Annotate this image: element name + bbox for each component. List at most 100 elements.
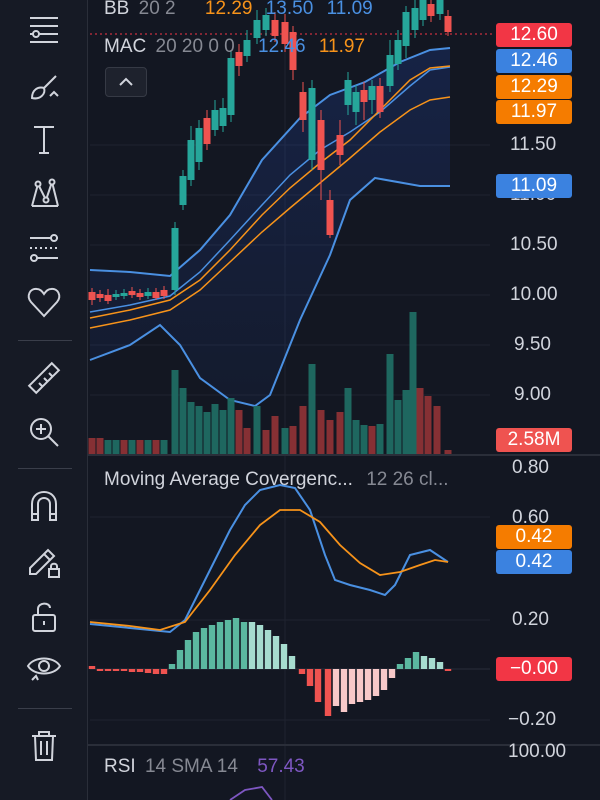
candle-body [289, 32, 297, 70]
candle-body [427, 4, 435, 16]
crosshair-lines-tool[interactable] [18, 2, 70, 54]
candle-body [195, 128, 203, 162]
volume-bar [104, 440, 112, 455]
candle-body [376, 86, 384, 112]
macd-histogram-bar [248, 622, 256, 669]
volume-bar [409, 312, 417, 455]
volume-bar [219, 410, 227, 455]
volume-bar [386, 354, 394, 455]
volume-bar [289, 426, 297, 455]
eye-icon [26, 657, 62, 681]
macd-histogram-bar [112, 669, 120, 671]
macd-histogram-bar [184, 640, 192, 669]
candle-body [419, 0, 427, 20]
macd-histogram-bar [444, 669, 452, 671]
bb-legend-value: 13.50 [265, 0, 314, 19]
candle-body [104, 295, 112, 301]
mac-upper-tag[interactable]: 12.46 [496, 49, 572, 73]
unlock-icon [32, 602, 56, 632]
volume-bar [281, 428, 289, 455]
macd-histogram-bar [314, 669, 322, 702]
macd-histogram-bar [332, 669, 340, 706]
macd-histogram-bar [144, 669, 152, 673]
last-price-tag[interactable]: 12.60 [496, 23, 572, 47]
candle-body [120, 293, 128, 296]
macd-histogram-bar [306, 669, 314, 686]
collapse-legend-button[interactable] [105, 67, 147, 97]
macd-legend[interactable]: Moving Average Covergenc... 12 26 cl... [104, 469, 449, 491]
bb-basis-tag[interactable]: 12.29 [496, 75, 572, 99]
macd-histogram-bar [176, 650, 184, 669]
zoom-tool[interactable] [18, 406, 70, 458]
rsi-tick: 100.00 [508, 741, 567, 762]
macd-legend-params: 12 26 cl... [366, 469, 449, 490]
macd-histogram-bar [364, 669, 372, 700]
pattern-tool[interactable] [18, 168, 70, 220]
macd-histogram-bar [404, 658, 412, 669]
favorites-tool[interactable] [18, 276, 70, 328]
volume-bar [195, 406, 203, 455]
bb-legend[interactable]: BB 20 2 12.29 13.50 11.09 [104, 0, 373, 20]
price-tick: 10.50 [510, 234, 558, 255]
macd-value-tag[interactable]: 0.42 [496, 550, 572, 574]
volume-bar [360, 425, 368, 455]
candle-body [144, 292, 152, 296]
macd-histogram-bar [224, 620, 232, 669]
fib-tool[interactable] [18, 222, 70, 274]
delete-tool[interactable] [18, 720, 70, 772]
candle-body [187, 140, 195, 180]
candle-body [386, 55, 394, 86]
lock-tool[interactable] [18, 590, 70, 642]
bb-legend-name: BB [104, 0, 130, 19]
candle-body [96, 294, 104, 298]
volume-bar [416, 388, 424, 455]
text-tool[interactable] [18, 113, 70, 165]
brush-icon [30, 75, 59, 100]
candle-body [326, 200, 334, 235]
volume-bar [235, 410, 243, 455]
hide-tool[interactable] [18, 640, 70, 692]
volume-bars [88, 312, 452, 455]
volume-bar [171, 370, 179, 455]
measure-tool[interactable] [18, 352, 70, 404]
candle-body [308, 88, 316, 160]
macd-histogram-bar [396, 664, 404, 669]
volume-bar [376, 424, 384, 455]
macd-signal-tag[interactable]: 0.42 [496, 525, 572, 549]
candle-body [394, 40, 402, 64]
bb-legend-params: 20 2 [138, 0, 176, 19]
volume-bar [179, 388, 187, 455]
magnet-tool[interactable] [18, 480, 70, 532]
mac-legend[interactable]: MAC 20 20 0 0 12.46 11.97 [104, 36, 365, 58]
volume-bar [112, 440, 120, 455]
macd-histogram-bar [420, 656, 428, 669]
volume-bar [128, 440, 136, 455]
mac-lower-line [89, 96, 451, 329]
macd-histogram-bar [348, 669, 356, 704]
toolbar-divider [18, 468, 72, 469]
volume-bar [352, 420, 360, 455]
trash-icon [32, 731, 56, 761]
macd-histogram-bar [192, 632, 200, 669]
volume-tag[interactable]: 2.58M [496, 428, 572, 452]
volume-bar [136, 440, 144, 455]
macd-histogram-bar [412, 652, 420, 669]
candle-body [179, 176, 187, 205]
volume-bar [253, 406, 261, 455]
candle-body [281, 22, 289, 44]
macd-histogram-bar [272, 636, 280, 669]
rsi-legend[interactable]: RSI 14 SMA 14 57.43 [104, 756, 305, 778]
candle-body [235, 52, 243, 66]
macd-histogram-bar [160, 669, 168, 674]
macd-histogram-tag[interactable]: −0.00 [496, 657, 572, 681]
macd-histogram-bar [136, 669, 144, 672]
chevron-up-icon [119, 77, 133, 86]
pencil-lock-icon [29, 548, 60, 578]
brush-tool[interactable] [18, 60, 70, 112]
volume-bar [160, 440, 168, 455]
mac-lower-tag[interactable]: 11.97 [496, 100, 572, 124]
volume-bar [88, 438, 96, 455]
lock-drawings-tool[interactable] [18, 534, 70, 586]
bb-lower-tag[interactable]: 11.09 [496, 174, 572, 198]
